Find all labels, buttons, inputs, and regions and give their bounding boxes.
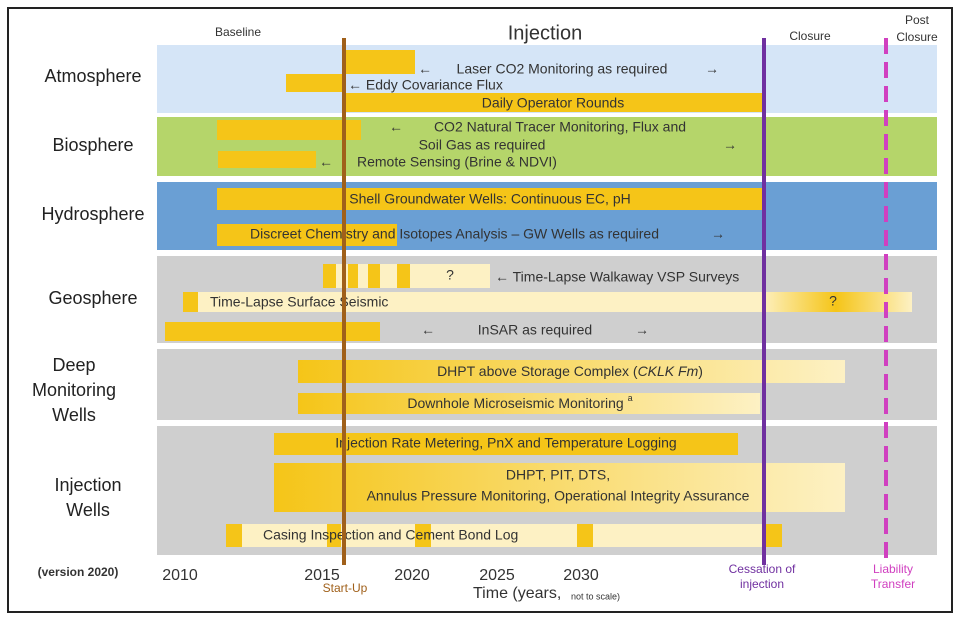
row-label: Monitoring bbox=[32, 380, 116, 400]
marker-label: Liability bbox=[873, 562, 913, 576]
item: DHPT above Storage Complex (CKLK Fm) bbox=[437, 363, 703, 379]
item: Daily Operator Rounds bbox=[482, 95, 624, 111]
item-text: DHPT above Storage Complex ( bbox=[437, 363, 638, 379]
item: Injection Rate Metering, PnX and Tempera… bbox=[335, 435, 676, 451]
row-label: Hydrosphere bbox=[41, 204, 144, 224]
axis-tick: 2025 bbox=[479, 567, 515, 584]
bar bbox=[415, 524, 431, 547]
item: DHPT, PIT, DTS, bbox=[506, 467, 610, 483]
phase: Closure bbox=[789, 29, 831, 43]
bar bbox=[183, 292, 912, 312]
item: Annulus Pressure Monitoring, Operational… bbox=[367, 488, 750, 504]
axis-tick: 2015 bbox=[304, 567, 340, 584]
bar bbox=[345, 50, 415, 74]
marker-label: injection bbox=[740, 577, 784, 591]
bar bbox=[217, 120, 361, 140]
bar bbox=[274, 433, 738, 455]
bar bbox=[165, 322, 380, 341]
item: ← Eddy Covariance Flux bbox=[348, 77, 503, 93]
bar bbox=[217, 188, 764, 210]
bar bbox=[298, 360, 845, 383]
item-text: CKLK Fm bbox=[638, 363, 699, 379]
arrow: ← bbox=[418, 61, 432, 77]
bar bbox=[348, 264, 358, 288]
bar bbox=[577, 524, 593, 547]
superscript: a bbox=[628, 393, 633, 403]
bar bbox=[298, 393, 760, 414]
item: Discreet Chemistry and Isotopes Analysis… bbox=[250, 226, 659, 242]
phase: Closure bbox=[896, 30, 938, 44]
axis-note: not to scale) bbox=[571, 591, 620, 601]
bar bbox=[226, 524, 242, 547]
item: Downhole Microseismic Monitoring a bbox=[407, 393, 632, 410]
item: InSAR as required bbox=[478, 322, 592, 338]
bar bbox=[183, 292, 198, 312]
version: (version 2020) bbox=[38, 565, 119, 579]
row-label: Deep bbox=[52, 355, 95, 375]
phase: Baseline bbox=[215, 25, 261, 39]
axis-tick: 2030 bbox=[563, 567, 599, 584]
axis-tick: 2010 bbox=[162, 567, 198, 584]
bar bbox=[760, 292, 912, 312]
row-label: Biosphere bbox=[52, 135, 133, 155]
bar bbox=[368, 264, 380, 288]
arrow: → bbox=[705, 61, 719, 77]
bar bbox=[323, 264, 336, 288]
bar bbox=[286, 74, 345, 92]
item: ? bbox=[446, 267, 454, 283]
arrow: ← bbox=[389, 119, 403, 135]
item-text: Downhole Microseismic Monitoring bbox=[407, 395, 627, 411]
bar bbox=[218, 151, 316, 168]
item: Soil Gas as required bbox=[419, 137, 546, 153]
row-label: Geosphere bbox=[48, 288, 137, 308]
axis-title: Time (years, bbox=[473, 585, 561, 602]
row-label: Wells bbox=[66, 500, 110, 520]
item: ← Time-Lapse Walkaway VSP Surveys bbox=[495, 269, 739, 285]
marker-label: Transfer bbox=[871, 577, 915, 591]
row-label: Atmosphere bbox=[44, 66, 141, 86]
bar bbox=[274, 463, 845, 512]
row-label: Injection bbox=[54, 475, 121, 495]
bar bbox=[217, 224, 397, 246]
phase: Post bbox=[905, 13, 930, 27]
item: Casing Inspection and Cement Bond Log bbox=[263, 527, 518, 543]
bar bbox=[764, 524, 782, 547]
arrow: → bbox=[711, 226, 725, 242]
item-text: ) bbox=[698, 363, 703, 379]
item: Laser CO2 Monitoring as required bbox=[457, 61, 668, 77]
bar bbox=[345, 93, 762, 112]
item: Time-Lapse Surface Seismic bbox=[210, 294, 388, 310]
arrow: → bbox=[723, 137, 737, 153]
item: Shell Groundwater Wells: Continuous EC, … bbox=[349, 191, 630, 207]
item: Remote Sensing (Brine & NDVI) bbox=[357, 154, 557, 170]
marker-label: Cessation of bbox=[729, 562, 796, 576]
bar bbox=[327, 524, 341, 547]
item: ? bbox=[829, 293, 837, 309]
item: CO2 Natural Tracer Monitoring, Flux and bbox=[434, 119, 686, 135]
marker-label: Start-Up bbox=[323, 581, 368, 595]
phase: Injection bbox=[508, 22, 583, 44]
bar bbox=[226, 524, 782, 547]
axis-tick: 2020 bbox=[394, 567, 430, 584]
arrow: ← bbox=[421, 322, 435, 338]
row-label: Wells bbox=[52, 405, 96, 425]
bar bbox=[397, 264, 410, 288]
arrow: → bbox=[635, 322, 649, 338]
arrow: ← bbox=[319, 154, 333, 170]
